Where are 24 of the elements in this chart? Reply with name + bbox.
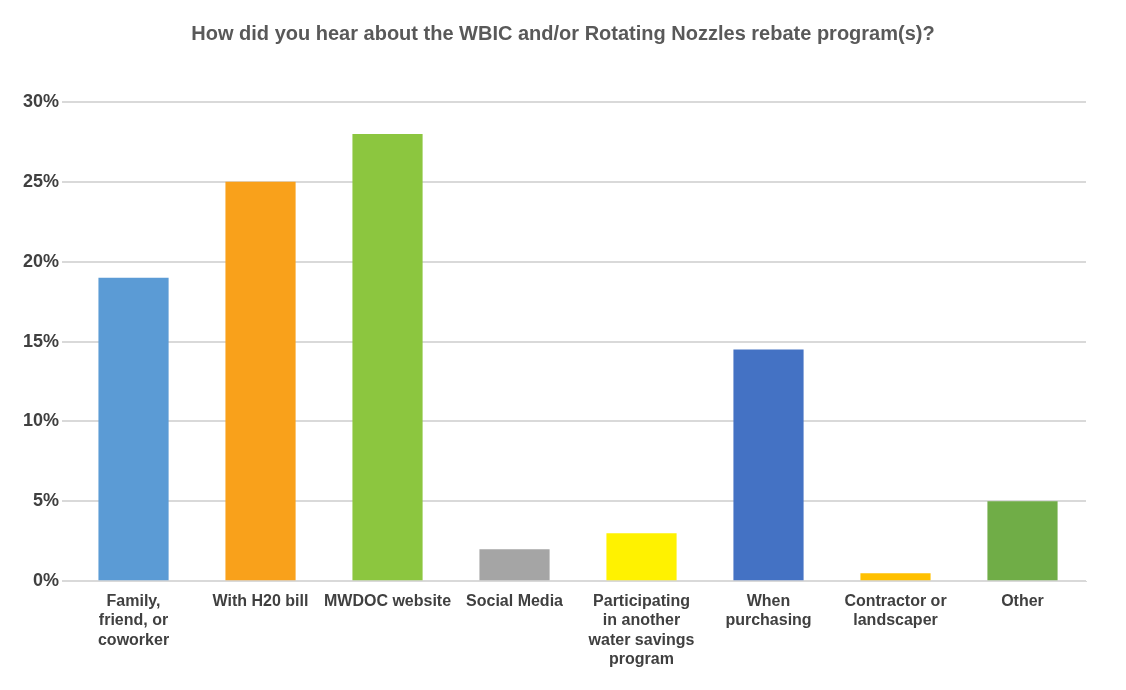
bar — [860, 573, 931, 581]
bar — [606, 533, 677, 581]
y-tick-label: 5% — [33, 490, 60, 511]
bar — [987, 501, 1058, 581]
x-tick-label: MWDOC website — [323, 592, 452, 610]
chart-title: How did you hear about the WBIC and/or Rotating Nozzles rebate program(s)? — [190, 22, 936, 46]
x-tick-label: With H20 bill — [212, 592, 309, 610]
bar — [352, 133, 423, 581]
x-tick-label: Family, friend, or coworker — [97, 592, 170, 648]
bar — [479, 549, 550, 581]
y-tick-label: 25% — [23, 170, 60, 191]
x-tick-label: Participating in another water savings program — [587, 592, 695, 667]
x-tick-label: When purchasing — [725, 592, 812, 629]
y-tick-label: 0% — [33, 570, 60, 591]
x-tick-label: Social Media — [466, 592, 564, 610]
y-tick-label: 30% — [23, 90, 60, 111]
bar — [98, 277, 169, 581]
y-tick-label: 15% — [23, 330, 60, 351]
bar — [733, 349, 804, 581]
x-tick-label: Contractor or landscaper — [844, 592, 947, 629]
x-tick-label: Other — [1001, 592, 1044, 610]
y-tick-label: 10% — [23, 410, 60, 431]
bar — [225, 181, 296, 581]
y-tick-label: 20% — [23, 250, 60, 271]
